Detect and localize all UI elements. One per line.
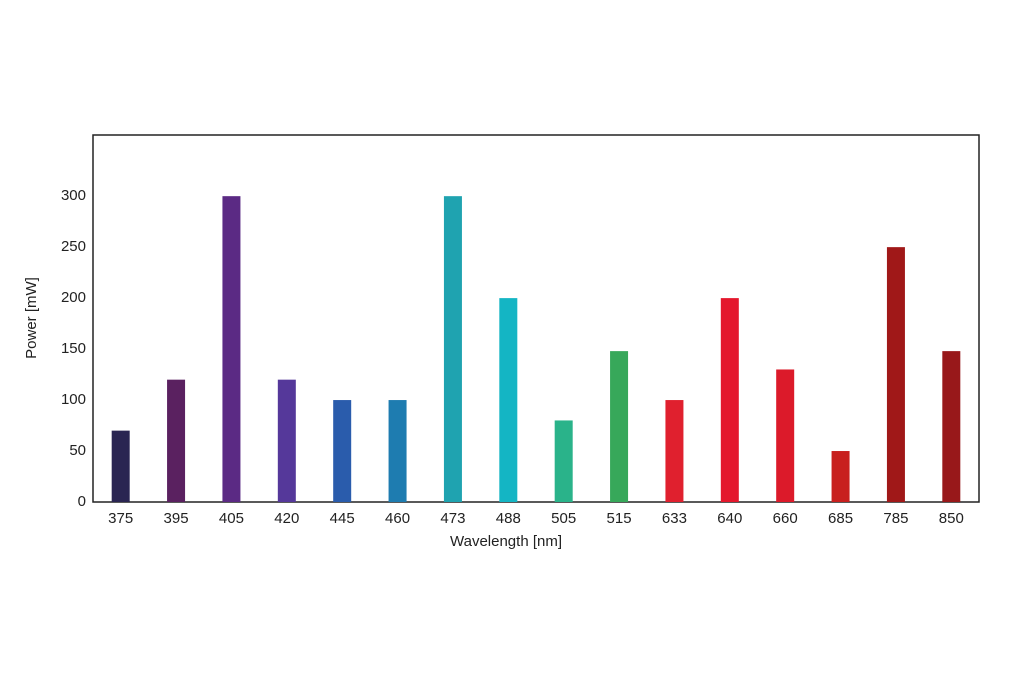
x-axis-label: Wavelength [nm] [450,533,562,550]
x-tick-label: 660 [773,510,798,527]
x-tick-label: 460 [385,510,410,527]
x-tick-label: 375 [108,510,133,527]
bar [886,247,905,502]
bar [167,379,186,502]
bar [499,298,518,502]
x-tick-label: 785 [883,510,908,527]
y-tick-label: 150 [61,340,86,357]
x-tick-label: 405 [219,510,244,527]
x-tick-label: 488 [496,510,521,527]
y-tick-label: 0 [78,493,86,510]
bar [554,420,573,502]
y-tick-label: 200 [61,289,86,306]
x-tick-label: 395 [164,510,189,527]
y-tick-label: 50 [69,442,86,459]
x-tick-label: 633 [662,510,687,527]
x-tick-label: 640 [717,510,742,527]
bar [111,430,130,502]
bar [831,451,850,502]
y-axis-label: Power [mW] [23,277,40,359]
bar [222,196,241,502]
bar [610,351,629,502]
x-tick-label: 473 [440,510,465,527]
bar [388,400,407,502]
x-tick-label: 850 [939,510,964,527]
x-tick-label: 420 [274,510,299,527]
x-tick-label: 515 [607,510,632,527]
bar [776,369,795,502]
bar [942,351,961,502]
y-tick-label: 100 [61,391,86,408]
bar [277,379,296,502]
x-tick-label: 505 [551,510,576,527]
bar [443,196,462,502]
x-tick-label: 445 [330,510,355,527]
bar [333,400,352,502]
plot-frame [92,134,980,503]
bar [720,298,739,502]
y-tick-label: 250 [61,238,86,255]
x-tick-label: 685 [828,510,853,527]
y-tick-label: 300 [61,187,86,204]
bar [665,400,684,502]
